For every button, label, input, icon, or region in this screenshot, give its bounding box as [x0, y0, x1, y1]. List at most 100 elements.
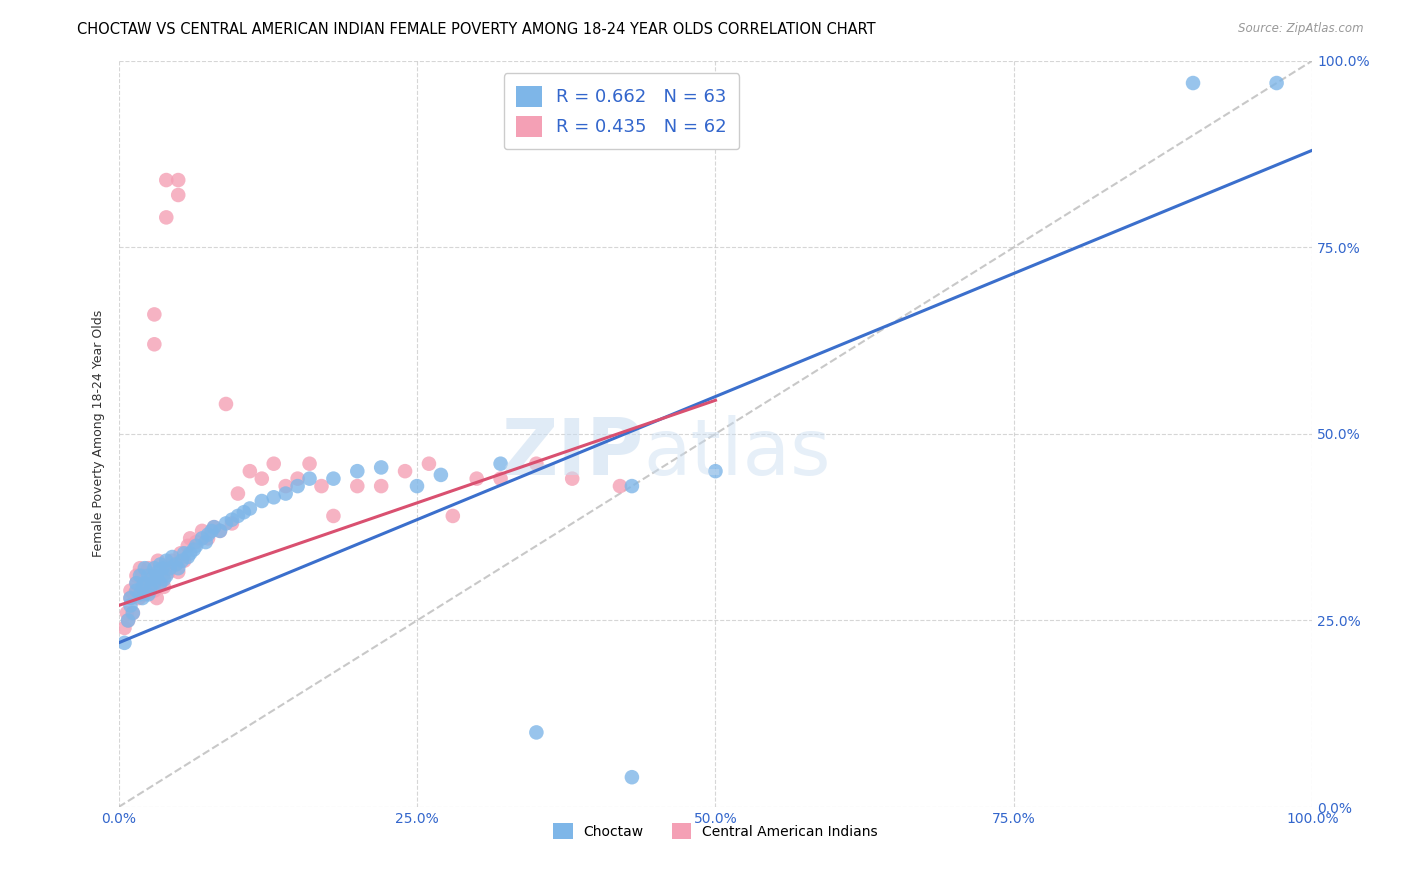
Point: [125, 576, 148, 591]
Text: CHOCTAW VS CENTRAL AMERICAN INDIAN FEMALE POVERTY AMONG 18-24 YEAR OLDS CORRELAT: CHOCTAW VS CENTRAL AMERICAN INDIAN FEMAL…: [77, 22, 876, 37]
Point: [298, 472, 321, 486]
Point: [120, 591, 142, 605]
Y-axis label: Female Poverty Among 18-24 Year Olds: Female Poverty Among 18-24 Year Olds: [93, 310, 105, 558]
Point: [250, 494, 273, 508]
Point: [153, 580, 176, 594]
Point: [465, 472, 488, 486]
Point: [138, 568, 160, 582]
Point: [370, 460, 392, 475]
Point: [143, 561, 166, 575]
Point: [155, 211, 177, 225]
Point: [561, 472, 583, 486]
Point: [114, 621, 136, 635]
Point: [201, 524, 224, 538]
Point: [179, 532, 201, 546]
Point: [274, 479, 297, 493]
Point: [704, 464, 727, 478]
Point: [322, 508, 344, 523]
Point: [287, 472, 309, 486]
Point: [346, 479, 368, 493]
Point: [163, 558, 186, 572]
Point: [146, 565, 169, 579]
Point: [177, 539, 200, 553]
Point: [162, 549, 184, 564]
Point: [489, 472, 512, 486]
Point: [129, 561, 152, 575]
Point: [184, 535, 207, 549]
Point: [134, 561, 156, 575]
Point: [165, 558, 187, 572]
Point: [173, 546, 195, 560]
Point: [239, 464, 262, 478]
Point: [177, 549, 200, 564]
Point: [128, 591, 150, 605]
Point: [322, 472, 344, 486]
Point: [167, 565, 190, 579]
Point: [406, 479, 429, 493]
Point: [143, 568, 166, 582]
Point: [620, 770, 643, 784]
Point: [157, 565, 180, 579]
Point: [633, 76, 655, 90]
Point: [114, 636, 136, 650]
Point: [263, 491, 285, 505]
Point: [208, 524, 231, 538]
Point: [173, 554, 195, 568]
Point: [197, 527, 219, 541]
Point: [169, 546, 191, 560]
Point: [131, 568, 153, 582]
Point: [143, 583, 166, 598]
Point: [191, 524, 214, 538]
Point: [117, 614, 139, 628]
Point: [250, 472, 273, 486]
Point: [215, 516, 238, 531]
Point: [1265, 76, 1288, 90]
Point: [125, 576, 148, 591]
Point: [138, 561, 160, 575]
Point: [125, 583, 148, 598]
Text: ZIP: ZIP: [502, 415, 644, 491]
Point: [298, 457, 321, 471]
Point: [191, 532, 214, 546]
Point: [221, 516, 243, 531]
Point: [125, 568, 148, 582]
Point: [135, 580, 157, 594]
Point: [370, 479, 392, 493]
Point: [131, 580, 153, 594]
Point: [149, 558, 172, 572]
Point: [1182, 76, 1205, 90]
Point: [155, 173, 177, 187]
Point: [430, 467, 453, 482]
Point: [346, 464, 368, 478]
Point: [145, 568, 167, 582]
Point: [394, 464, 416, 478]
Point: [120, 591, 142, 605]
Point: [167, 188, 190, 202]
Point: [159, 561, 181, 575]
Point: [143, 576, 166, 591]
Point: [202, 520, 225, 534]
Point: [183, 542, 205, 557]
Point: [143, 307, 166, 321]
Point: [167, 173, 190, 187]
Point: [139, 583, 162, 598]
Point: [311, 479, 333, 493]
Point: [153, 573, 176, 587]
Point: [418, 457, 440, 471]
Point: [134, 576, 156, 591]
Point: [232, 505, 254, 519]
Point: [141, 576, 163, 591]
Point: [179, 546, 201, 560]
Point: [633, 76, 655, 90]
Point: [155, 561, 177, 575]
Point: [145, 591, 167, 605]
Point: [202, 520, 225, 534]
Point: [120, 583, 142, 598]
Point: [274, 486, 297, 500]
Point: [226, 486, 249, 500]
Point: [609, 479, 631, 493]
Point: [152, 561, 174, 575]
Point: [121, 606, 143, 620]
Point: [138, 587, 160, 601]
Point: [139, 580, 162, 594]
